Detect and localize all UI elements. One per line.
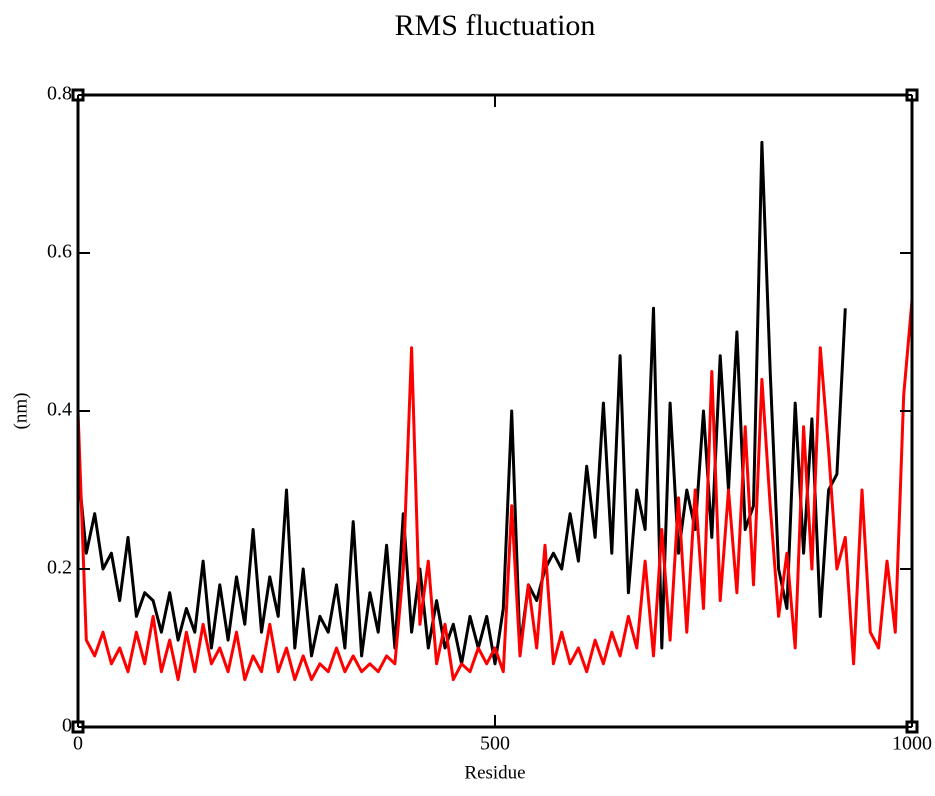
x-axis-label: Residue	[464, 762, 525, 783]
data-line	[76, 140, 847, 666]
chart-title: RMS fluctuation	[395, 9, 596, 42]
x-tick-label: 500	[480, 733, 510, 755]
y-axis-label: (nm)	[10, 393, 31, 430]
y-tick-label: 0.6	[47, 241, 72, 263]
x-tick-label: 0	[73, 733, 83, 755]
data-line	[76, 300, 914, 682]
x-tick-label: 1000	[892, 733, 932, 755]
y-tick-label: 0.2	[47, 557, 72, 579]
y-tick-label: 0.4	[47, 399, 72, 421]
y-tick-label: 0.8	[47, 83, 72, 105]
y-tick-label: 0	[62, 715, 72, 737]
